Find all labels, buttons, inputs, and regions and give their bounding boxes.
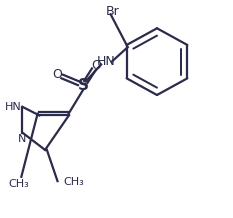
Text: S: S [78, 78, 89, 93]
Text: HN: HN [5, 102, 21, 112]
Text: CH₃: CH₃ [63, 177, 84, 187]
Text: O: O [53, 68, 62, 81]
Text: N: N [18, 134, 27, 144]
Text: HN: HN [97, 55, 116, 68]
Text: Br: Br [106, 5, 120, 18]
Text: CH₃: CH₃ [9, 179, 29, 189]
Text: O: O [91, 60, 101, 72]
